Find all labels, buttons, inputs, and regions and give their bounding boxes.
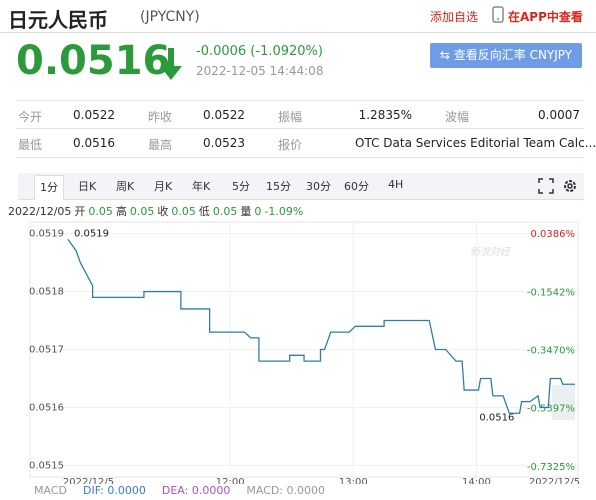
bar-info: 2022/12/05 开 0.05 高 0.05 收 0.05 低 0.05 量 0 -1.09%	[8, 203, 306, 219]
price: 0.0516	[16, 38, 171, 84]
info-item: 收	[157, 205, 169, 218]
tab[interactable]: 日K	[78, 180, 97, 193]
watermark: 新浪财经	[470, 246, 511, 258]
divider	[0, 32, 596, 33]
code: (JPYCNY)	[140, 9, 200, 25]
tab[interactable]: 周K	[116, 180, 135, 193]
stat-value: 1.2835%	[358, 108, 412, 122]
y2-tick-label: -0.7325%	[527, 462, 575, 473]
stat-label: 最高	[148, 138, 173, 152]
settings-icon[interactable]	[562, 178, 578, 194]
tab[interactable]: 15分	[266, 180, 291, 193]
macd-item: DIF: 0.0000	[82, 484, 146, 497]
y2-tick-label: -0.5397%	[527, 404, 575, 415]
stat-value: 0.0522	[203, 108, 245, 122]
info-item: 0.05	[129, 205, 155, 218]
x-tick-label: 2022/12/5	[529, 477, 580, 484]
reverse-rate-button[interactable]: ⇆ 查看反向汇率 CNYJPY	[430, 43, 582, 68]
chart: 新浪财经 0.0519 0.0518 0.0517 0.0516 0.0515 0.0386…	[29, 221, 580, 484]
macd-item: DEA: 0.0000	[161, 484, 231, 497]
tab-bar: 1分 日K 周K 月K 年K 5分 15分 30分 60分 4H	[18, 173, 584, 200]
tab[interactable]: 60分	[344, 180, 369, 193]
x-tick-label: 14:00	[462, 477, 491, 484]
x-tick-label: 2022/12/5	[63, 477, 114, 484]
info-item: 低	[198, 205, 210, 218]
info-item: 0.05	[171, 205, 196, 218]
down-arrow	[160, 48, 182, 80]
stat-label: 昨收	[148, 110, 173, 124]
tab[interactable]: 4H	[388, 178, 404, 191]
y-tick-label: 0.0515	[29, 460, 64, 471]
button-label[interactable]: 查看反向汇率 CNYJPY	[453, 48, 573, 62]
macd-item: MACD	[34, 484, 67, 497]
title: 日元人民币	[8, 8, 108, 32]
y-tick-label: 0.0518	[29, 287, 64, 298]
tab[interactable]: 月K	[154, 180, 173, 193]
tab[interactable]: 5分	[232, 180, 250, 193]
info-item: 2022/12/05	[8, 205, 72, 218]
stat-label: 今开	[18, 110, 43, 124]
divider	[16, 100, 584, 101]
add-watchlist[interactable]: 添加自选	[430, 10, 479, 24]
stat-label: 报价	[278, 138, 303, 152]
x-tick-label: 12:00	[216, 477, 245, 484]
divider	[16, 157, 584, 158]
stat-value: 0.0522	[73, 108, 115, 122]
time: 2022-12-05 14:44:08	[196, 64, 324, 78]
tab[interactable]: 1分	[34, 175, 64, 200]
info-item: 开	[74, 205, 86, 218]
y-tick-label: 0.0519	[29, 229, 64, 240]
info-item: 0.05	[212, 205, 238, 218]
stat-value: 0.0007	[538, 108, 580, 122]
tab[interactable]: 30分	[306, 180, 331, 193]
info-item: 0	[254, 205, 262, 218]
open-app[interactable]: 在APP中查看	[508, 10, 583, 24]
price-line	[67, 239, 575, 414]
stat-label: 振幅	[278, 110, 303, 124]
y-tick-label: 0.0517	[29, 345, 64, 356]
tab[interactable]: 年K	[192, 180, 211, 193]
phone-icon	[492, 6, 504, 23]
annotation: 0.0519	[74, 229, 109, 240]
change: -0.0006 (-1.0920%)	[196, 44, 323, 59]
fullscreen-icon[interactable]	[538, 178, 554, 194]
stat-value: 0.0516	[73, 136, 115, 150]
info-item: 量	[240, 205, 252, 218]
info-item: 高	[115, 205, 127, 218]
current-shade	[552, 385, 575, 420]
macd-item: MACD: 0.0000	[246, 484, 325, 497]
y2-tick-label: -0.3470%	[527, 346, 575, 357]
annotation: 0.0516	[479, 412, 514, 423]
divider	[16, 128, 584, 129]
y2-tick-label: 0.0386%	[531, 229, 576, 240]
y-tick-label: 0.0516	[29, 402, 64, 413]
stat-value: 0.0523	[203, 136, 245, 150]
stat-value: OTC Data Services Editorial Team Calc...	[355, 136, 596, 150]
macd-row: MACD DIF: 0.0000 DEA: 0.0000 MACD: 0.0000	[34, 484, 341, 497]
info-item: 0.05	[88, 205, 113, 218]
y2-tick-label: -0.1542%	[527, 287, 575, 298]
x-tick-label: 13:00	[339, 477, 368, 484]
stat-label: 波幅	[445, 110, 470, 124]
stat-label: 最低	[18, 138, 43, 152]
info-item: -1.09%	[264, 205, 304, 218]
